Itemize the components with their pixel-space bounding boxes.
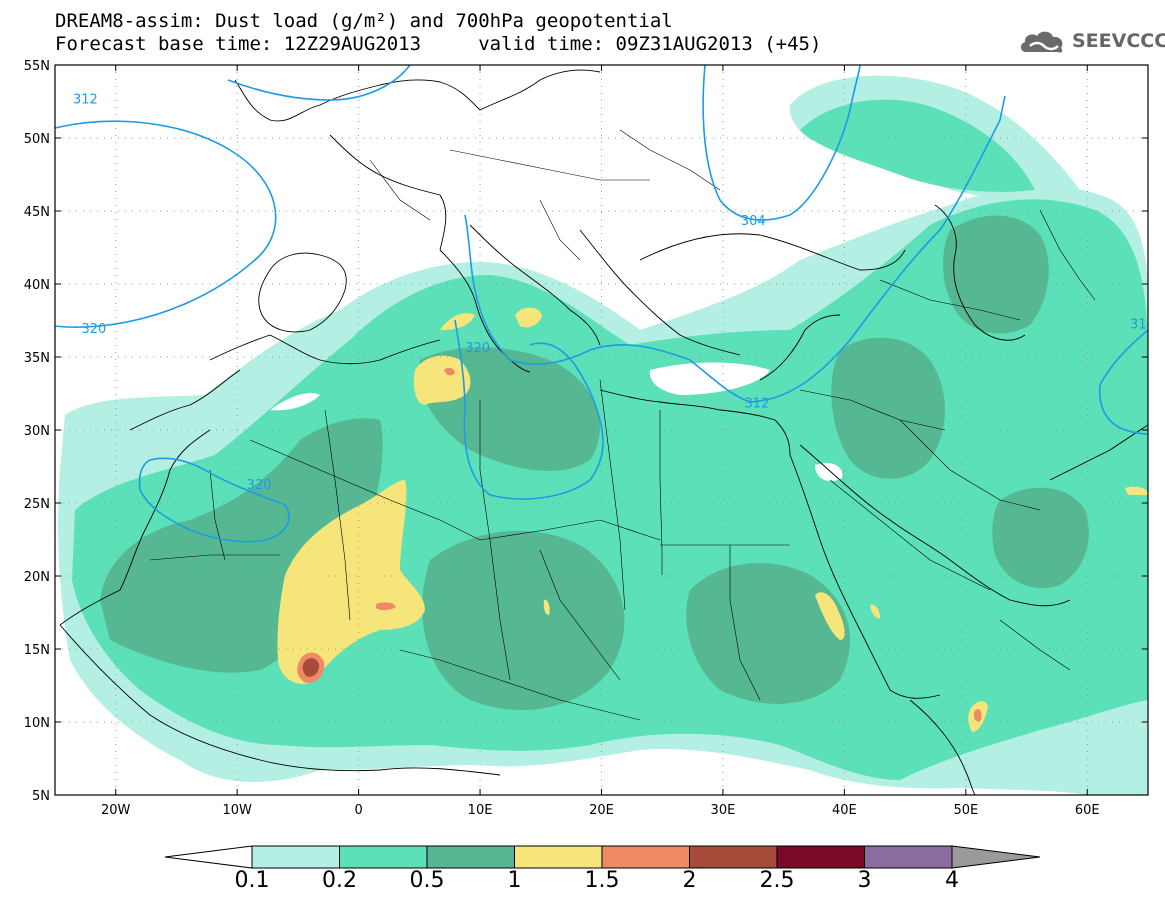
lon-tick-label: 50E — [953, 803, 978, 818]
colorbar-level-label: 0.1 — [234, 868, 270, 893]
lat-tick-label: 50N — [24, 132, 50, 147]
geopotential-contours — [55, 65, 1148, 543]
colorbar-swatch — [601, 845, 690, 869]
dust-region-dark-arabia — [831, 337, 945, 479]
dust-region-high-oman — [1125, 486, 1148, 495]
clear-area-eastmed — [649, 362, 770, 395]
dust-region-very-high-algeria — [444, 367, 455, 376]
lat-tick-label: 55N — [24, 59, 50, 74]
lat-tick-label: 25N — [24, 497, 50, 512]
lon-tick-label: 0 — [354, 803, 362, 818]
dust-region-dark-east — [686, 563, 850, 704]
lon-tick-label: 30E — [711, 803, 736, 818]
lon-tick-label: 40E — [832, 803, 857, 818]
dust-region-dark-caspian — [943, 215, 1049, 334]
lon-tick-label: 60E — [1075, 803, 1100, 818]
dust-region-dark-gulf — [992, 487, 1089, 589]
forecast-time-info: Forecast base time: 12Z29AUG2013 valid t… — [55, 33, 822, 55]
lon-tick-label: 10E — [468, 803, 493, 818]
dust-region-high-redsea — [815, 592, 845, 640]
lat-tick-label: 30N — [24, 424, 50, 439]
dust-region-extreme-sahel — [302, 658, 320, 677]
colorbar-level-label: 4 — [945, 868, 959, 893]
colorbar-swatch — [689, 845, 778, 869]
latitude-labels: 55N 50N 45N 40N 35N 30N 25N 20N 15N 10N 5N — [24, 59, 50, 804]
contour-320-west — [55, 120, 277, 328]
map-title: DREAM8-assim: Dust load (g/m²) and 700hP… — [55, 10, 673, 32]
longitude-labels: 20W 10W 0 10E 20E 30E 40E 50E 60E — [101, 803, 1100, 818]
contour-31x-east — [1098, 329, 1148, 435]
colorbar-swatch — [251, 845, 340, 869]
colorbar-level-label: 1.5 — [584, 868, 620, 893]
contour-label: 320 — [465, 341, 490, 356]
contour-label: 312 — [73, 93, 98, 108]
colorbar-level-label: 2 — [682, 868, 697, 893]
colorbar — [164, 845, 1041, 869]
lat-tick-label: 45N — [24, 205, 50, 220]
colorbar-over-triangle — [951, 845, 1041, 869]
contour-label: 31 — [1130, 317, 1147, 332]
dust-region-high-tunisia — [440, 313, 475, 330]
colorbar-swatch — [339, 845, 428, 869]
contour-labels: 312 304 320 320 312 320 31 — [73, 93, 1147, 493]
map-plot-area: 312 304 320 320 312 320 31 — [55, 65, 1148, 795]
contour-320-africa — [138, 457, 290, 543]
colorbar-under-triangle — [164, 845, 253, 869]
dust-region-high-sicily — [515, 307, 542, 328]
coastlines — [59, 69, 1148, 795]
axis-ticks — [55, 64, 1148, 796]
lat-tick-label: 35N — [24, 351, 50, 366]
contour-label: 320 — [81, 322, 106, 337]
lon-tick-label: 20E — [589, 803, 614, 818]
dust-region-high-sudan — [543, 599, 550, 615]
colorbar-level-label: 2.5 — [759, 868, 795, 893]
country-borders — [149, 129, 1096, 721]
colorbar-level-label: 0.2 — [322, 868, 357, 893]
seevccc-logo: SEEVCCC — [1018, 28, 1165, 56]
colorbar-swatch — [514, 845, 603, 869]
contour-320-central — [454, 319, 604, 500]
dust-region-high-sahel — [277, 480, 425, 684]
colorbar-level-label: 0.5 — [409, 868, 445, 893]
colorbar-swatch — [864, 845, 953, 869]
dust-region-medium-north — [800, 99, 1035, 192]
lat-tick-label: 10N — [24, 716, 50, 731]
lon-tick-label: 20W — [101, 803, 131, 818]
clear-area-iberia — [270, 393, 320, 411]
colorbar-level-label: 3 — [857, 868, 872, 893]
lat-tick-label: 5N — [32, 789, 50, 804]
contour-label: 320 — [247, 478, 272, 493]
contour-304 — [702, 65, 861, 221]
logo-text: SEEVCCC — [1072, 30, 1165, 52]
contour-312-north — [227, 65, 411, 101]
cloud-logo-icon — [1020, 31, 1063, 53]
dust-region-very-high-somalia — [973, 709, 982, 722]
contour-label: 304 — [741, 214, 766, 229]
contour-label: 312 — [745, 396, 770, 411]
lat-tick-label: 40N — [24, 278, 50, 293]
dust-region-high-eritrea — [870, 604, 880, 619]
colorbar-swatch — [426, 845, 515, 869]
lon-tick-label: 10W — [222, 803, 252, 818]
dust-load-fields — [58, 75, 1148, 795]
lat-tick-label: 20N — [24, 570, 50, 585]
lat-tick-label: 15N — [24, 643, 50, 658]
dust-region-high-algeria — [413, 355, 471, 405]
contour-312-central — [464, 95, 1006, 403]
dust-region-dark-south — [422, 530, 625, 710]
colorbar-level-label: 1 — [507, 868, 522, 893]
dust-region-very-high-niger — [376, 602, 396, 611]
colorbar-swatch — [776, 845, 865, 869]
